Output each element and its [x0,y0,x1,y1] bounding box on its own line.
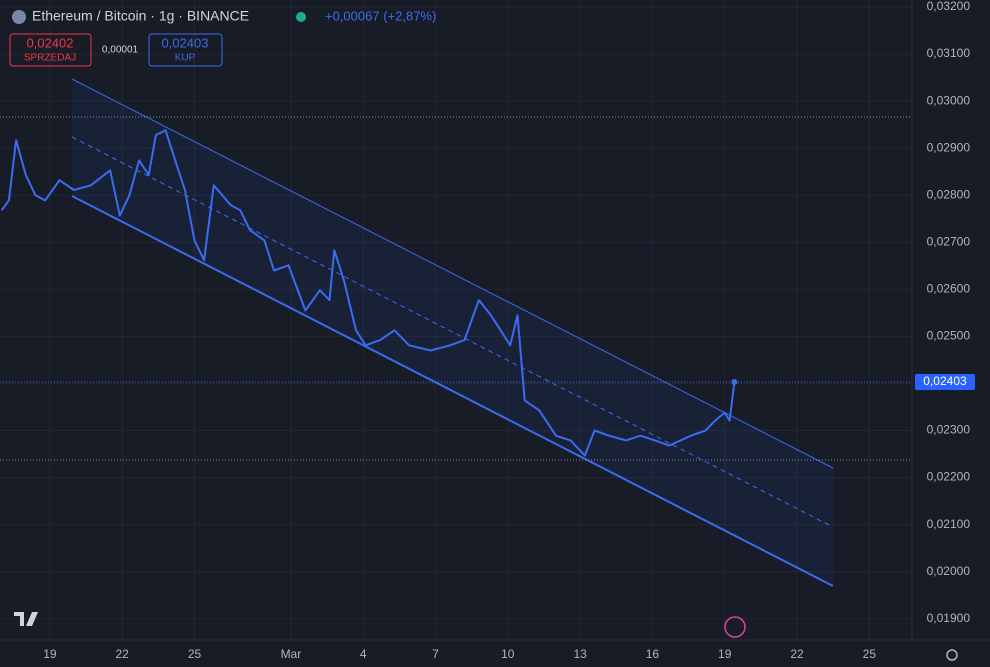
y-tick-label: 0,03200 [927,0,971,13]
buy-button[interactable] [148,33,223,67]
x-tick-label: 22 [116,647,130,661]
status-dot [296,12,306,22]
y-tick-label: 0,02900 [927,140,971,154]
logo [14,612,38,626]
chart-title: Ethereum / Bitcoin · 1g · BINANCE [32,8,249,24]
price-line [0,129,736,457]
buy-price: 0,02403 [162,35,209,50]
y-tick-label: 0,02700 [927,234,971,248]
y-tick-label: 0,02000 [927,564,971,578]
y-tick-label: 0,03000 [927,93,971,107]
x-tick-label: 22 [790,647,804,661]
channel-upper [71,78,834,469]
y-tick-label: 0,02100 [927,517,971,531]
y-tick-label: 0,02500 [927,329,971,343]
x-tick-label: Mar [281,647,302,661]
y-tick-label: 0,02800 [927,187,971,201]
x-tick-label: 19 [43,647,57,661]
x-tick-label: 4 [360,647,367,661]
x-tick-label: 10 [501,647,515,661]
sell-price: 0,02402 [27,35,74,50]
x-tick-label: 25 [863,647,877,661]
grid [0,0,912,640]
x-tick-label: 16 [646,647,660,661]
change: +0,00067 (+2,87%) [325,8,436,23]
plot [0,129,912,457]
y-tick-label: 0,02200 [927,470,971,484]
symbol-icon [12,10,26,24]
price-label-box [915,374,975,391]
sell-label: SPRZEDAJ [24,53,76,64]
event-icon [724,616,746,638]
x-tick-label: 7 [432,647,439,661]
channel-middle [71,136,834,528]
y-tick-label: 0,02300 [927,423,971,437]
settings-icon[interactable] [946,649,958,661]
y-tick-label: 0,03100 [927,46,971,60]
spread: 0,00001 [102,45,139,56]
sell-button[interactable] [9,33,92,67]
y-tick-label: 0,01900 [927,611,971,625]
x-tick-label: 13 [573,647,587,661]
last-point [731,379,738,386]
x-tick-label: 25 [188,647,202,661]
price-label: 0,02403 [923,374,967,388]
channel-lower [71,195,834,587]
x-tick-label: 19 [718,647,732,661]
y-tick-label: 0,02600 [927,281,971,295]
buy-label: KUP [175,53,196,64]
